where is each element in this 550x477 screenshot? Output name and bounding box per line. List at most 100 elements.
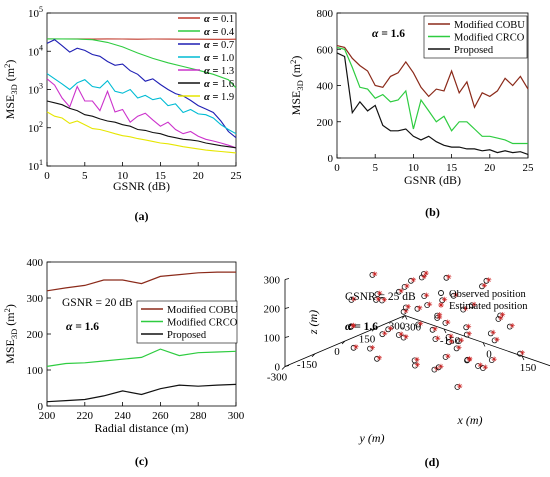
estimated-point <box>426 301 433 307</box>
legend-entry: Modified COBU <box>167 305 238 316</box>
estimated-point <box>353 344 359 350</box>
x-axis-label: GSNR (dB) <box>113 179 170 193</box>
x-tick <box>521 355 525 361</box>
y-tick-label: -150 <box>297 359 318 371</box>
series-line-modified-cobu <box>46 271 236 292</box>
estimated-point <box>435 335 441 341</box>
legend-entry: Observed position <box>449 289 526 300</box>
estimated-point <box>498 315 504 321</box>
series-line-alpha-1.3 <box>46 78 237 149</box>
estimated-point <box>438 363 444 369</box>
x-axis-label: GSNR (dB) <box>404 173 461 187</box>
x-tick-label: 5 <box>372 162 378 174</box>
z-tick-label: 100 <box>264 333 281 345</box>
x-tick-label: -300 <box>401 322 422 334</box>
estimated-point <box>375 296 381 302</box>
y-tick <box>401 315 406 319</box>
x-tick-label: 20 <box>193 170 205 182</box>
estimated-point <box>376 355 382 361</box>
estimated-point <box>351 296 357 302</box>
x-tick <box>482 342 486 347</box>
x-tick-label: 10 <box>408 162 420 174</box>
series-line-alpha-1.9 <box>46 111 237 154</box>
panel-label: (d) <box>425 455 440 469</box>
y-tick-label: 800 <box>317 8 334 20</box>
legend-entry: α = 1.9 <box>204 92 234 103</box>
legend-entry: Modified CRCO <box>454 33 525 44</box>
x-tick-label: 25 <box>231 170 243 182</box>
estimated-point <box>398 288 404 294</box>
x-tick-label: 5 <box>82 170 88 182</box>
x-tick-label: 280 <box>190 410 207 422</box>
series-line-proposed <box>46 383 237 403</box>
x-tick-label: 20 <box>484 162 496 174</box>
estimated-point <box>499 311 506 318</box>
x-tick-label: 220 <box>77 410 94 422</box>
estimated-point <box>377 290 383 296</box>
y-tick-label: 300 <box>389 321 406 333</box>
estimated-point <box>417 305 423 311</box>
legend-entry: α = 0.4 <box>204 27 235 38</box>
estimated-point <box>457 383 463 389</box>
y-tick-label: 150 <box>359 333 376 345</box>
estimated-point <box>458 337 464 343</box>
estimated-point <box>453 292 459 298</box>
gsnr-annotation: GSNR = 25 dB <box>345 291 416 303</box>
x-axis-label: x (m) <box>457 413 483 427</box>
series-line-modified-cobu <box>336 45 529 109</box>
legend-entry: α = 1.0 <box>204 53 234 64</box>
estimated-point <box>456 344 462 350</box>
y-tick <box>311 353 316 358</box>
y-axis-label: y (m) <box>359 431 385 445</box>
y-tick <box>371 327 376 332</box>
panel-b: 0 200 400 600 800 0 5 10 15 20 25 Modified COBU Modi… <box>288 8 534 219</box>
estimated-point <box>462 306 469 312</box>
series-line-modified-crco <box>336 46 528 145</box>
x-tick-label: 15 <box>446 162 458 174</box>
x-tick-label: 25 <box>523 162 535 174</box>
y-tick-label: 400 <box>27 257 44 269</box>
estimated-point <box>398 331 404 337</box>
estimated-point <box>381 296 387 303</box>
estimated-point <box>477 362 483 368</box>
y-axis-label: MSE3D (m2) <box>288 56 305 116</box>
estimated-point <box>404 283 410 289</box>
legend-marker-estimated <box>438 302 444 308</box>
z-tick-label: 0 <box>275 362 281 374</box>
y-tick-label: 105 <box>28 5 43 20</box>
estimated-point <box>509 323 515 329</box>
estimated-point <box>436 314 443 320</box>
series-line-alpha-0.7 <box>46 39 237 139</box>
y-axis-label: MSE3D (m2) <box>2 60 19 120</box>
estimated-point <box>446 274 452 280</box>
estimated-point <box>414 356 420 363</box>
y-tick-label: 0 <box>328 153 334 165</box>
estimated-point <box>423 292 430 298</box>
alpha-annotation: α = 1.6 <box>372 28 405 40</box>
series-line-modified-crco <box>46 348 237 367</box>
estimated-point <box>350 323 356 329</box>
series-line-alpha-1.0 <box>46 73 237 135</box>
estimated-point <box>445 319 451 325</box>
legend-entry: Proposed <box>454 45 494 56</box>
z-tick-label: 200 <box>264 304 281 316</box>
y-axis-label: MSE3D (m2) <box>2 304 19 364</box>
legend-entry: α = 1.3 <box>204 66 234 77</box>
legend-entry: Modified COBU <box>454 20 525 31</box>
legend-entry: α = 0.1 <box>204 14 234 25</box>
x-tick-label: 240 <box>114 410 131 422</box>
y-tick-label: 100 <box>27 365 44 377</box>
panel-a: 101 102 103 104 105 0 5 10 15 20 25 α = 0.1 α = 0.4 α… <box>2 5 242 223</box>
estimated-point <box>491 356 497 362</box>
estimated-point <box>423 270 429 276</box>
y-tick-label: 101 <box>28 158 43 173</box>
y-tick-label: 0 <box>334 346 340 358</box>
estimated-point <box>482 364 488 370</box>
estimated-point <box>448 338 454 344</box>
z-tick <box>284 336 290 338</box>
panel-d: 0100200300-300-1500150300-300-1500150300… <box>264 270 550 469</box>
series-line-alpha-1.6 <box>46 100 237 149</box>
x-tick-label: 0 <box>486 349 492 361</box>
x-tick-label: 260 <box>152 410 169 422</box>
